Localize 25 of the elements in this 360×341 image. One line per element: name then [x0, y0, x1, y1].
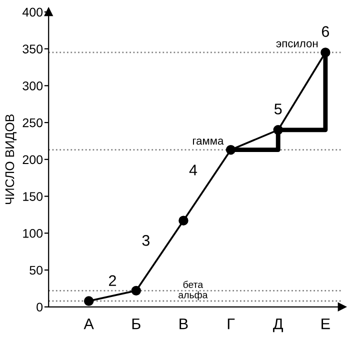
x-tick-label: В — [180, 318, 188, 330]
y-tick-label: 250 — [22, 118, 43, 128]
ref-line-label: альфа — [178, 291, 208, 300]
x-tick-label: Б — [132, 318, 140, 330]
y-tick-label: 0 — [36, 302, 43, 312]
y-tick-label: 200 — [22, 155, 43, 164]
y-tick-label: 50 — [30, 266, 43, 275]
ref-line-label: бета — [183, 280, 204, 288]
y-tick-label: 150 — [23, 192, 43, 201]
annotation: 5 — [274, 104, 282, 114]
x-tick-label: А — [84, 318, 94, 330]
x-tick-label: Е — [322, 318, 330, 330]
annotation: 6 — [322, 26, 330, 37]
x-tick-label: Д — [273, 318, 284, 332]
annotation: 3 — [142, 235, 150, 246]
annotation: 4 — [189, 164, 198, 176]
y-tick-label: 100 — [23, 228, 43, 238]
y-tick-label: 300 — [22, 81, 43, 90]
x-tick-label: Г — [228, 318, 235, 330]
y-tick-label: 400 — [22, 8, 43, 17]
y-tick-label: 350 — [22, 44, 43, 54]
y-axis-title: ЧИСЛО ВИДОВ — [5, 114, 17, 204]
annotation: 2 — [109, 275, 116, 286]
ref-line-label: эпсилон — [276, 41, 318, 48]
ref-line-label: гамма — [193, 138, 224, 145]
